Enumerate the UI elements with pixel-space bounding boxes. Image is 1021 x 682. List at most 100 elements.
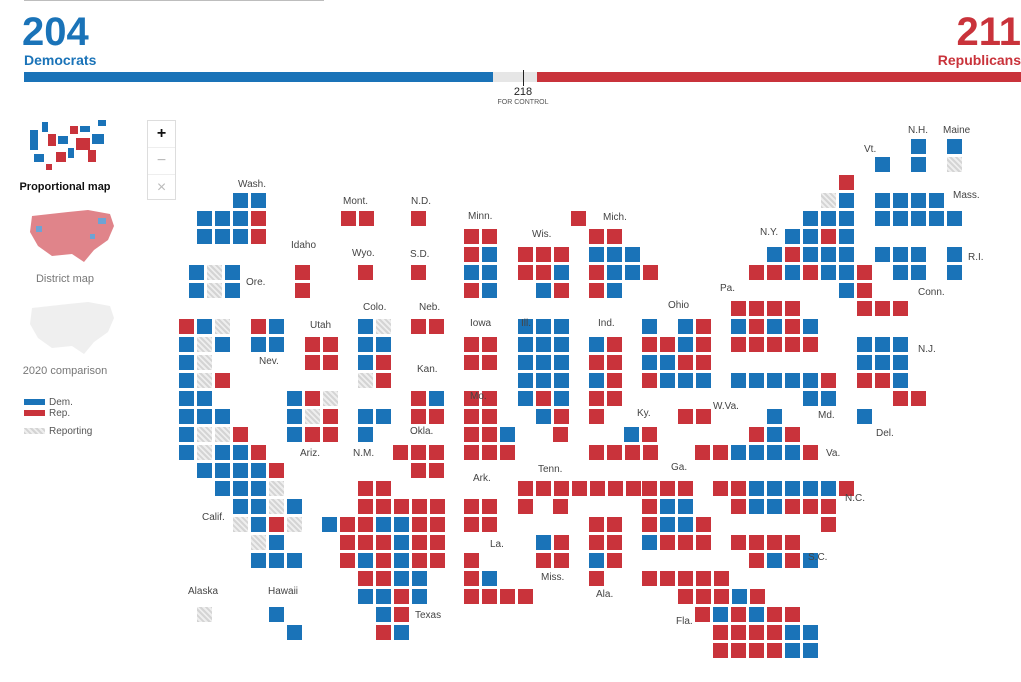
district-rep[interactable] (588, 390, 605, 407)
zoom-in-button[interactable]: + (148, 121, 175, 148)
district-rep[interactable] (411, 534, 428, 551)
district-rep[interactable] (357, 516, 374, 533)
district-rep[interactable] (410, 390, 427, 407)
district-dem[interactable] (196, 318, 213, 335)
district-rep[interactable] (802, 498, 819, 515)
district-rep[interactable] (375, 534, 392, 551)
district-rep[interactable] (694, 444, 711, 461)
district-dem[interactable] (892, 264, 909, 281)
district-rep[interactable] (641, 372, 658, 389)
district-dem[interactable] (196, 462, 213, 479)
district-dem[interactable] (588, 246, 605, 263)
district-rep[interactable] (357, 534, 374, 551)
district-dem[interactable] (910, 210, 927, 227)
district-reporting[interactable] (196, 606, 213, 623)
district-rep[interactable] (268, 462, 285, 479)
district-rep[interactable] (358, 210, 375, 227)
district-reporting[interactable] (322, 390, 339, 407)
district-dem[interactable] (286, 624, 303, 641)
district-rep[interactable] (553, 246, 570, 263)
district-dem[interactable] (766, 444, 783, 461)
district-dem[interactable] (375, 408, 392, 425)
district-rep[interactable] (481, 444, 498, 461)
district-dem[interactable] (481, 570, 498, 587)
district-rep[interactable] (481, 516, 498, 533)
district-dem[interactable] (874, 354, 891, 371)
district-rep[interactable] (588, 228, 605, 245)
district-rep[interactable] (641, 570, 658, 587)
district-rep[interactable] (340, 210, 357, 227)
district-rep[interactable] (588, 282, 605, 299)
district-dem[interactable] (946, 138, 963, 155)
district-rep[interactable] (892, 300, 909, 317)
district-rep[interactable] (570, 210, 587, 227)
district-dem[interactable] (910, 138, 927, 155)
district-dem[interactable] (802, 642, 819, 659)
district-rep[interactable] (517, 246, 534, 263)
district-rep[interactable] (322, 336, 339, 353)
district-reporting[interactable] (286, 516, 303, 533)
district-dem[interactable] (928, 210, 945, 227)
district-rep[interactable] (856, 300, 873, 317)
district-rep[interactable] (730, 480, 747, 497)
district-dem[interactable] (802, 552, 819, 569)
district-rep[interactable] (517, 588, 534, 605)
district-rep[interactable] (232, 426, 249, 443)
district-dem[interactable] (784, 228, 801, 245)
district-dem[interactable] (820, 390, 837, 407)
district-rep[interactable] (641, 336, 658, 353)
district-dem[interactable] (624, 264, 641, 281)
district-dem[interactable] (286, 426, 303, 443)
district-rep[interactable] (677, 588, 694, 605)
district-rep[interactable] (838, 480, 855, 497)
district-rep[interactable] (641, 480, 658, 497)
district-rep[interactable] (713, 570, 730, 587)
district-dem[interactable] (677, 498, 694, 515)
district-rep[interactable] (553, 282, 570, 299)
district-dem[interactable] (517, 318, 534, 335)
district-rep[interactable] (428, 408, 445, 425)
district-reporting[interactable] (375, 318, 392, 335)
district-rep[interactable] (481, 354, 498, 371)
district-rep[interactable] (375, 372, 392, 389)
district-dem[interactable] (606, 264, 623, 281)
district-dem[interactable] (838, 282, 855, 299)
district-dem[interactable] (232, 480, 249, 497)
district-rep[interactable] (463, 552, 480, 569)
district-rep[interactable] (695, 516, 712, 533)
district-dem[interactable] (910, 192, 927, 209)
district-dem[interactable] (641, 534, 658, 551)
district-dem[interactable] (677, 336, 694, 353)
district-dem[interactable] (188, 264, 205, 281)
district-dem[interactable] (659, 372, 676, 389)
district-rep[interactable] (695, 534, 712, 551)
district-reporting[interactable] (946, 156, 963, 173)
district-rep[interactable] (766, 642, 783, 659)
district-dem[interactable] (224, 264, 241, 281)
district-rep[interactable] (375, 570, 392, 587)
district-rep[interactable] (322, 426, 339, 443)
district-dem[interactable] (357, 408, 374, 425)
district-rep[interactable] (357, 498, 374, 515)
district-reporting[interactable] (268, 480, 285, 497)
district-rep[interactable] (606, 336, 623, 353)
district-rep[interactable] (748, 624, 765, 641)
district-rep[interactable] (838, 174, 855, 191)
district-rep[interactable] (820, 372, 837, 389)
district-rep[interactable] (712, 444, 729, 461)
district-rep[interactable] (429, 534, 446, 551)
district-rep[interactable] (910, 390, 927, 407)
district-dem[interactable] (196, 210, 213, 227)
district-rep[interactable] (375, 552, 392, 569)
district-dem[interactable] (910, 156, 927, 173)
district-rep[interactable] (268, 516, 285, 533)
district-rep[interactable] (410, 408, 427, 425)
district-dem[interactable] (677, 318, 694, 335)
district-dem[interactable] (892, 210, 909, 227)
district-rep[interactable] (820, 516, 837, 533)
district-dem[interactable] (766, 480, 783, 497)
district-rep[interactable] (784, 534, 801, 551)
district-rep[interactable] (606, 444, 623, 461)
district-dem[interactable] (411, 588, 428, 605)
district-dem[interactable] (802, 624, 819, 641)
